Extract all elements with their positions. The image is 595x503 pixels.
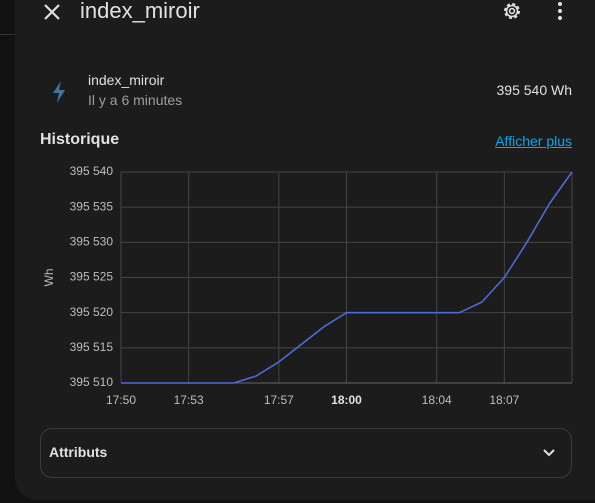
line: [121, 171, 573, 384]
menu-button[interactable]: [550, 0, 570, 24]
y-tick-label: 395 530: [70, 235, 114, 249]
x-tick-label: 18:00: [331, 393, 362, 407]
entity-state: 395 540 Wh: [496, 82, 573, 98]
backdrop-line: [0, 34, 15, 35]
x-tick-label: 17:50: [106, 393, 136, 407]
dialog-title: index_miroir: [80, 0, 200, 23]
y-tick-label: 395 520: [70, 305, 114, 319]
entity-time: Il y a 6 minutes: [88, 92, 183, 108]
x-tick-label: 18:04: [422, 393, 452, 407]
entity-name: index_miroir: [88, 72, 165, 88]
y-axis-label: Wh: [42, 269, 56, 287]
y-tick-label: 395 540: [70, 164, 114, 178]
x-tick-label: 18:07: [489, 393, 519, 407]
attributes-panel[interactable]: Attributs: [40, 428, 572, 478]
settings-button[interactable]: [500, 0, 524, 24]
expand-icon: [543, 449, 555, 457]
y-tick-label: 395 535: [70, 199, 114, 213]
history-title: Historique: [40, 131, 120, 148]
attributes-title: Attributs: [49, 444, 108, 460]
more-link[interactable]: Afficher plus: [495, 133, 572, 149]
close-button[interactable]: [42, 2, 62, 22]
y-tick-label: 395 510: [70, 375, 114, 389]
y-tick-label: 395 515: [70, 340, 114, 354]
x-tick-label: 17:53: [174, 393, 204, 407]
y-tick-label: 395 525: [70, 270, 114, 284]
x-tick-label: 17:57: [264, 393, 294, 407]
dialog: [15, 0, 595, 500]
energy-icon: [53, 81, 65, 103]
